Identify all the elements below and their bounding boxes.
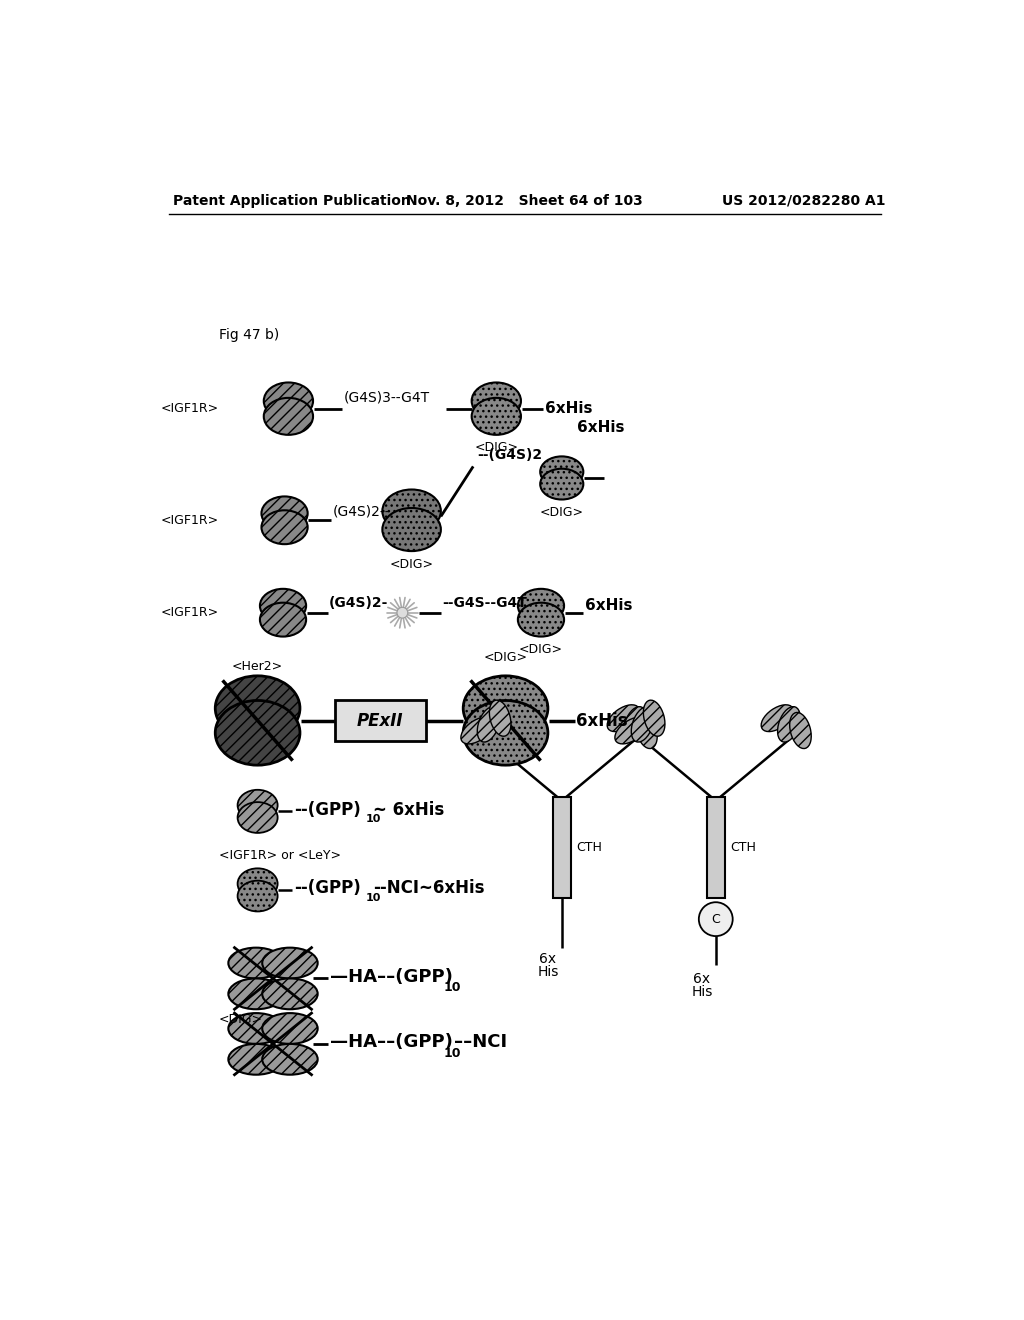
Ellipse shape [541,469,584,499]
Text: (G4S)2--: (G4S)2-- [333,504,390,517]
Text: 6xHis: 6xHis [545,401,592,416]
Text: --(GPP): --(GPP) [294,879,360,898]
Text: 6x: 6x [693,973,711,986]
Text: <DIG>: <DIG> [474,441,518,454]
Text: 6x: 6x [540,952,556,966]
Text: Nov. 8, 2012   Sheet 64 of 103: Nov. 8, 2012 Sheet 64 of 103 [407,194,643,207]
Ellipse shape [262,1044,317,1074]
Text: Patent Application Publication: Patent Application Publication [173,194,411,207]
Ellipse shape [518,603,564,636]
Text: 6xHis: 6xHis [585,598,633,612]
Ellipse shape [463,676,548,741]
Text: ~ 6xHis: ~ 6xHis [373,801,444,818]
Ellipse shape [624,706,646,742]
Text: 10: 10 [366,892,381,903]
Text: CTH: CTH [730,841,757,854]
Text: <DIG>: <DIG> [219,1012,263,1026]
Ellipse shape [238,789,278,821]
Ellipse shape [228,978,284,1010]
Ellipse shape [461,717,494,744]
Text: <IGF1R>: <IGF1R> [161,606,219,619]
Ellipse shape [261,496,307,531]
Ellipse shape [643,700,665,737]
FancyBboxPatch shape [335,701,426,741]
Ellipse shape [261,511,307,544]
Ellipse shape [262,1014,317,1044]
Text: His: His [691,985,713,999]
Text: 10: 10 [444,1047,462,1060]
Text: —HA––(GPP): —HA––(GPP) [330,968,453,986]
Ellipse shape [238,803,278,833]
Text: <DIG>: <DIG> [519,643,563,656]
Text: <Her2>: <Her2> [232,660,284,673]
Text: US 2012/0282280 A1: US 2012/0282280 A1 [722,194,885,207]
Ellipse shape [607,705,640,731]
Ellipse shape [262,978,317,1010]
Ellipse shape [228,948,284,978]
Ellipse shape [228,1044,284,1074]
Ellipse shape [262,948,317,978]
Ellipse shape [238,869,278,899]
Ellipse shape [790,713,811,748]
Text: --G4S--G4T: --G4S--G4T [442,597,527,610]
Ellipse shape [777,706,800,742]
Ellipse shape [260,603,306,636]
Ellipse shape [215,676,300,741]
Text: Fig 47 b): Fig 47 b) [219,329,280,342]
Ellipse shape [518,589,564,623]
FancyBboxPatch shape [707,797,725,899]
Text: <DIG>: <DIG> [389,558,433,572]
Ellipse shape [215,701,300,766]
Text: His: His [538,965,558,979]
Ellipse shape [264,397,313,434]
Ellipse shape [382,508,441,552]
FancyBboxPatch shape [553,797,571,899]
Ellipse shape [264,383,313,420]
Ellipse shape [614,717,647,744]
Text: <DIG>: <DIG> [483,651,527,664]
Text: --(G4S)2: --(G4S)2 [477,447,542,462]
Text: CTH: CTH [577,841,602,854]
Ellipse shape [489,700,511,737]
Text: C: C [712,912,720,925]
Text: PExII: PExII [356,711,403,730]
Ellipse shape [260,589,306,623]
Text: (G4S)2-: (G4S)2- [330,597,388,610]
Text: <IGF1R> or <LeY>: <IGF1R> or <LeY> [219,849,341,862]
Ellipse shape [238,880,278,911]
Text: ––NCI: ––NCI [454,1034,507,1051]
Ellipse shape [477,706,500,742]
Circle shape [397,607,408,618]
Ellipse shape [761,705,794,731]
Ellipse shape [636,713,657,748]
Text: <IGF1R>: <IGF1R> [161,513,219,527]
Text: 6xHis: 6xHis [578,420,625,436]
Text: <DIG>: <DIG> [540,506,584,519]
Text: --(GPP): --(GPP) [294,801,360,818]
Ellipse shape [228,1014,284,1044]
Ellipse shape [463,701,548,766]
Text: (G4S)3--G4T: (G4S)3--G4T [344,391,430,404]
Text: 10: 10 [444,981,462,994]
Circle shape [698,903,733,936]
Ellipse shape [382,490,441,533]
Text: --NCI~6xHis: --NCI~6xHis [373,879,484,898]
Text: 6xHis: 6xHis [577,711,628,730]
Text: 10: 10 [366,814,381,824]
Ellipse shape [631,706,654,742]
Text: <IGF1R>: <IGF1R> [161,403,219,416]
Text: —HA––(GPP): —HA––(GPP) [330,1034,453,1051]
Ellipse shape [541,457,584,487]
Ellipse shape [472,383,521,420]
Ellipse shape [472,397,521,434]
